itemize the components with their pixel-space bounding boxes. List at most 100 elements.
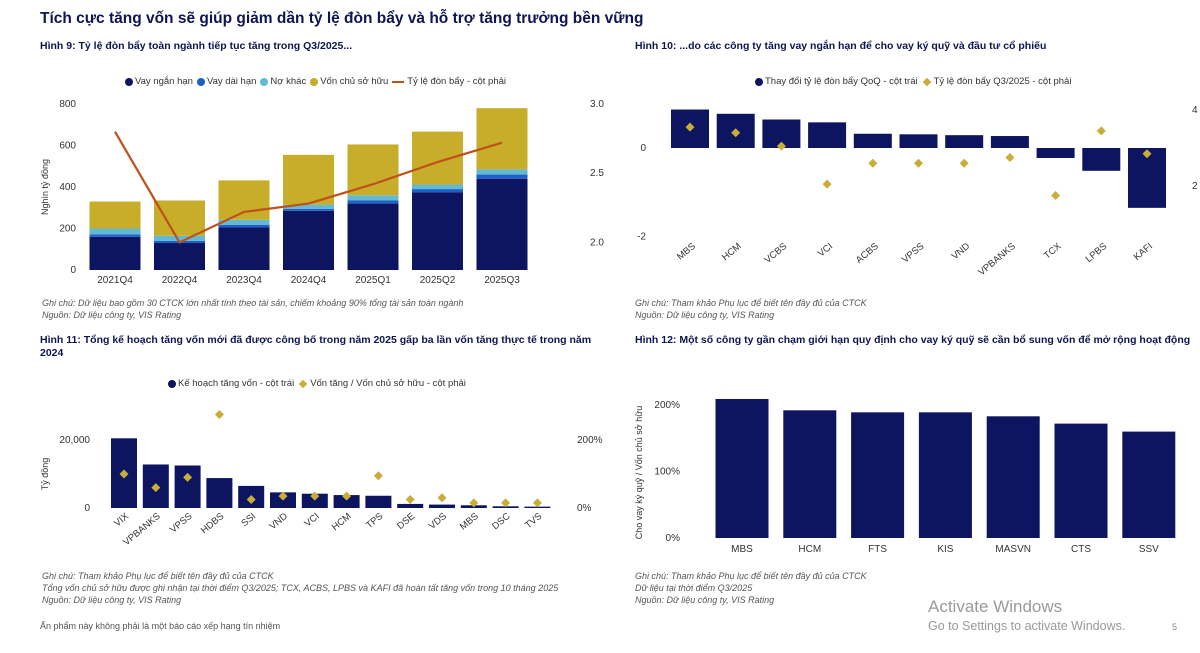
fig10-x-tick: LPBS [1084, 241, 1110, 265]
fig11-diamond-marker [119, 469, 129, 479]
fig10-bar [1082, 148, 1121, 171]
fig11-x-tick: MBS [458, 511, 481, 533]
note-line: Dữ liệu tại thời điểm Q3/2025 [635, 583, 753, 593]
note-line: Ghi chú: Dữ liệu bao gồm 30 CTCK lớn nhấ… [42, 298, 464, 308]
fig12-y-tick: 100% [654, 467, 680, 478]
fig11-legend-item: Kế hoạch tăng vốn - cột trái [168, 378, 294, 389]
fig10-chart: 0 -2 4 2 MBS HCM VCBS VCI ACBS VPSS VND VPBANKS TCX L… [637, 105, 1198, 278]
fig10-x-tick: ACBS [854, 241, 881, 266]
note-line: Ghi chú: Tham khảo Phụ lục để biết tên đ… [42, 571, 274, 581]
fig11-diamond-marker [214, 410, 224, 419]
fig9-legend-item: Nợ khác [260, 76, 306, 87]
fig10-bar [990, 136, 1029, 148]
note-line: Nguồn: Dữ liệu công ty, VIS Rating [635, 310, 775, 320]
fig9-x-tick: 2022Q4 [162, 275, 198, 286]
fig10-y-tick: -2 [637, 231, 646, 242]
fig12-x-tick: HCM [798, 544, 821, 555]
fig10-bar [899, 134, 938, 148]
fig10-bar [808, 122, 847, 148]
fig12-notes: Ghi chú: Tham khảo Phụ lục để biết tên đ… [635, 570, 867, 606]
note-line: Nguồn: Dữ liệu công ty, VIS Rating [635, 595, 775, 605]
fig11-diamond-marker [437, 493, 447, 503]
fig11-y-axis-label: Tỷ đồng [40, 458, 50, 491]
fig11-y2-tick: 200% [577, 435, 603, 446]
note-line: Ghi chú: Tham khảo Phụ lục để biết tên đ… [635, 571, 867, 581]
fig9-x-tick: 2025Q2 [420, 275, 456, 286]
fig12-bar [783, 410, 837, 538]
fig10-diamond-marker [822, 179, 832, 189]
fig11-x-tick: VIX [112, 510, 131, 529]
fig11-bar [206, 478, 233, 508]
fig12-bar [1054, 423, 1108, 538]
fig11-diamond-marker [373, 471, 383, 481]
fig10-x-tick: VND [950, 241, 973, 262]
fig11-diamond-marker [246, 495, 256, 504]
fig9-bar-segment [476, 174, 528, 179]
fig11-bar [365, 495, 392, 508]
fig9-bar-segment [412, 184, 463, 190]
fig9-y-tick: 0 [70, 265, 76, 276]
fig9-bar-segment [154, 235, 205, 241]
fig10-diamond-marker [1096, 126, 1106, 136]
fig12-chart: 0% 100% 200% Cho vay ký quỹ / Vốn chủ sở hữ… [634, 399, 1176, 555]
fig10-x-tick: VPBANKS [976, 241, 1017, 278]
fig10-x-tick: VCBS [762, 241, 789, 266]
fig12-bar [918, 412, 972, 538]
fig11-x-tick: VCI [303, 511, 322, 530]
fig12-x-tick: MBS [731, 544, 753, 555]
page-footer: Ấn phẩm này không phải là một báo cáo xế… [40, 621, 281, 631]
fig11-x-tick: VDS [427, 511, 449, 532]
fig10-diamond-marker [1051, 191, 1061, 200]
fig10-x-tick: KAFI [1132, 241, 1155, 263]
fig9-bar-segment [347, 203, 399, 270]
fig11-x-tick: TVS [523, 511, 544, 531]
fig9-bar-segment [218, 224, 270, 228]
fig9-title: Hình 9: Tỷ lệ đòn bẩy toàn ngành tiếp tụ… [40, 40, 353, 52]
fig9-bar-segment [89, 228, 141, 235]
fig9-notes: Ghi chú: Dữ liệu bao gồm 30 CTCK lớn nhấ… [42, 297, 463, 321]
fig11-x-tick: SSI [239, 511, 258, 529]
fig9-bar-segment [89, 236, 141, 270]
fig11-bar [301, 493, 328, 508]
fig11-diamond-marker [405, 495, 415, 504]
fig12-bar [1122, 431, 1176, 538]
fig10-title: Hình 10: ...do các công ty tăng vay ngắn… [635, 40, 1047, 52]
fig9-bar-segment [476, 178, 528, 270]
fig11-bar [397, 503, 424, 508]
fig11-title: Hình 11: Tổng kế hoạch tăng vốn mới đã đ… [40, 334, 592, 359]
fig9-legend-item: Vay dài hạn [196, 76, 256, 87]
fig12-title: Hình 12: Một số công ty gần chạm giới hạ… [635, 334, 1191, 346]
fig12-bar [986, 416, 1040, 538]
fig9-bar-segment [347, 200, 399, 204]
fig11-legend: Kế hoạch tăng vốn - cột trái Vốn tăng / … [168, 378, 470, 389]
note-line: Nguồn: Dữ liệu công ty, VIS Rating [42, 595, 182, 605]
fig10-diamond-marker [685, 122, 695, 132]
fig12-y-tick: 0% [666, 533, 681, 544]
fig10-bar [853, 133, 892, 148]
fig9-bar-segment [476, 108, 528, 170]
fig9-x-tick: 2025Q1 [355, 275, 391, 286]
fig11-diamond-marker [469, 498, 479, 508]
fig10-diamond-marker [959, 158, 969, 168]
note-line: Nguồn: Dữ liệu công ty, VIS Rating [42, 310, 182, 320]
activation-watermark-title: Activate Windows [928, 597, 1063, 616]
fig11-x-tick: HCM [330, 511, 354, 533]
fig10-bar [1036, 148, 1075, 158]
fig9-y-tick: 400 [59, 182, 76, 193]
fig11-x-tick: DSC [490, 511, 513, 532]
fig9-bar-segment [218, 180, 270, 220]
fig11-y-tick: 20,000 [59, 435, 90, 446]
fig12-x-tick: MASVN [995, 544, 1031, 555]
fig9-y2-tick: 2.0 [590, 237, 604, 248]
fig12-x-tick: CTS [1071, 544, 1091, 555]
fig10-x-tick: HCM [720, 241, 744, 263]
fig9-legend-item: Tỷ lệ đòn bẩy - cột phải [392, 76, 506, 87]
fig9-bar-segment [347, 195, 399, 201]
fig9-y-axis-label: Nghìn tỷ đồng [40, 159, 50, 215]
fig11-y-tick: 0 [84, 503, 90, 514]
fig9-legend-item: Vốn chủ sở hữu [310, 76, 388, 87]
fig9-x-tick: 2023Q4 [226, 275, 262, 286]
fig11-diamond-marker [342, 491, 352, 501]
fig9-bar-segment [154, 200, 205, 236]
fig9-y2-tick: 2.5 [590, 168, 604, 179]
